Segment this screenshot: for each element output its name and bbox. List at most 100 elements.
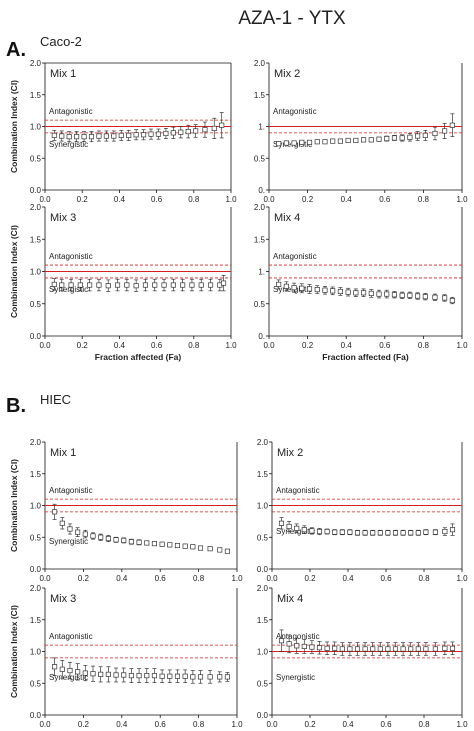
data-point <box>174 673 181 679</box>
data-point <box>422 294 428 300</box>
y-tick-label: 1. <box>258 123 265 132</box>
data-point <box>121 672 127 678</box>
x-tick-label: 0.2 <box>77 341 89 350</box>
data-point <box>189 282 195 288</box>
x-tick-label: 0.4 <box>114 195 126 204</box>
x-tick-label: 0.4 <box>342 574 354 583</box>
data-point <box>51 281 57 287</box>
y-tick-label: 1.0 <box>257 648 269 657</box>
y-tick-label: 1.5 <box>30 470 42 479</box>
data-point <box>59 282 65 288</box>
data-point <box>353 137 359 144</box>
charts-layer: 0.0 0.2 0.4 0.6 0.8 1.0 0.0 0.5 1.0 1.5 2.0 Mix 1 An… <box>9 59 468 729</box>
panel-letter-b: B. <box>6 395 26 417</box>
data-point <box>128 673 134 679</box>
data-point <box>399 292 405 298</box>
y-tick-label: 1.0 <box>30 502 42 511</box>
data-point <box>182 673 188 679</box>
x-tick-label: 1.0 <box>456 574 468 583</box>
data-point <box>197 674 204 680</box>
data-point <box>306 286 313 292</box>
data-point <box>90 671 96 677</box>
data-point <box>301 643 307 649</box>
data-point <box>96 133 102 139</box>
data-point <box>408 530 414 536</box>
data-point <box>316 528 323 535</box>
x-tick-label: 0.4 <box>342 720 354 729</box>
axes-frame <box>44 588 238 716</box>
data-point <box>161 282 167 288</box>
data-point <box>197 545 204 551</box>
data-point <box>324 645 330 651</box>
x-tick-label: 0.2 <box>302 195 314 204</box>
data-point <box>345 137 351 144</box>
x-tick-label: 0.2 <box>304 574 316 583</box>
antagonistic-label: Antagonistic <box>49 107 93 116</box>
data-point <box>88 134 95 140</box>
x-tick-label: 0.8 <box>418 574 430 583</box>
data-point <box>442 295 448 301</box>
x-tick-label: 0.2 <box>77 195 89 204</box>
data-point <box>193 128 199 134</box>
y-tick-label: 1.5 <box>257 470 269 479</box>
data-point <box>316 645 323 651</box>
antagonistic-label: Antagonistic <box>276 632 320 641</box>
data-point <box>449 297 455 304</box>
data-point <box>185 129 191 135</box>
y-tick-label: 0.5 <box>257 679 269 688</box>
antagonistic-label: Antagonistic <box>49 632 93 641</box>
data-point <box>180 282 186 288</box>
data-point <box>432 646 438 652</box>
data-point <box>159 541 165 547</box>
antagonistic-label: Antagonistic <box>273 107 317 116</box>
y-axis-title: Combination Index (CI) <box>9 459 19 552</box>
synergistic-label: Synergistic <box>49 285 88 294</box>
data-point <box>384 136 390 142</box>
data-point <box>291 285 297 291</box>
data-point <box>339 529 345 535</box>
y-tick-label: 0.0 <box>257 711 269 720</box>
chart-panel-5: 0.0 0.2 0.4 0.6 0.8 1.0 0.0 0.5 1.0 1.5 2.0 Mix 1 An… <box>9 438 243 583</box>
data-point <box>207 674 213 680</box>
data-point <box>82 531 88 537</box>
data-point <box>299 285 305 291</box>
y-tick-label: 1.0 <box>30 123 42 132</box>
y-tick-label: 0.0 <box>30 332 42 341</box>
y-tick-label: 2.0 <box>30 203 42 212</box>
chart-panel-7: 0.0 0.2 0.4 0.6 0.8 1.0 0.0 0.5 1.0 1.5 2.0 Mix 3 An… <box>9 584 243 729</box>
synergistic-label: Synergistic <box>49 673 88 682</box>
data-point <box>347 646 353 652</box>
data-point <box>354 530 361 536</box>
y-tick-label: 0. <box>258 186 265 195</box>
data-point <box>52 664 58 670</box>
data-point <box>309 644 315 650</box>
data-point <box>286 523 292 530</box>
data-point <box>163 130 169 137</box>
data-point <box>407 134 413 140</box>
data-point <box>170 282 176 288</box>
x-tick-label: 1.0 <box>225 195 237 204</box>
data-point <box>376 291 382 297</box>
x-tick-label: 0.0 <box>266 574 278 583</box>
x-tick-label: 1.0 <box>225 341 237 350</box>
data-point <box>136 539 142 545</box>
data-point <box>294 643 300 649</box>
data-point <box>211 125 217 131</box>
data-point <box>337 288 343 295</box>
data-point <box>283 283 289 289</box>
data-point <box>217 674 223 680</box>
x-tick-label: 0.0 <box>39 720 51 729</box>
x-tick-label: 0.0 <box>263 195 275 204</box>
y-tick-label: 1.0 <box>30 268 42 277</box>
data-point <box>174 542 181 549</box>
y-tick-label: 0.5 <box>254 154 266 163</box>
data-point <box>67 667 73 674</box>
y-tick-label: 2.0 <box>30 59 42 68</box>
data-point <box>190 544 196 550</box>
data-point <box>332 645 338 651</box>
data-point <box>66 134 72 140</box>
data-point <box>392 646 399 652</box>
data-point <box>432 529 438 535</box>
y-tick-label: 1.5 <box>30 235 42 244</box>
data-point <box>276 281 282 287</box>
